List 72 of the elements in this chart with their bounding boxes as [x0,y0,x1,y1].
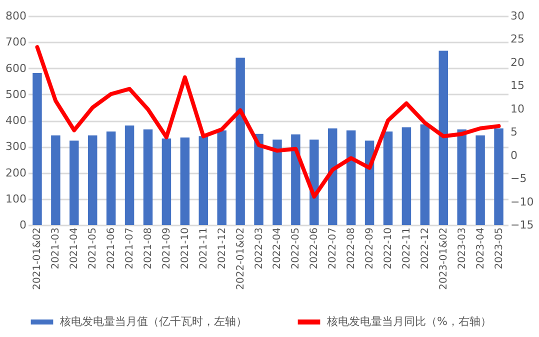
x-tick-label: 2021-03 [50,228,62,270]
bar [236,58,245,225]
x-tick-label: 2021-06 [106,228,118,270]
x-tick-label: 2021-05 [88,228,99,270]
x-tick-label: 2023-01&02 [438,228,450,290]
y-tick-label: 200 [6,166,26,180]
bar [438,50,448,225]
x-tick-label: 2023-05 [494,228,505,270]
y2-tick-label: 10 [510,102,524,116]
y-tick-label: 500 [6,88,26,101]
x-tick-label: 2021-04 [69,228,80,270]
x-tick-label: 2022-07 [328,228,339,270]
bar [346,130,356,225]
x-tick-label: 2021-01&02 [32,228,44,290]
x-tick-label: 2022-10 [383,228,394,270]
bar [494,128,504,225]
legend-label: 核电发电量当月同比（%，右轴） [326,315,492,328]
x-tick-label: 2022-03 [254,228,265,270]
y2-tick-label: 25 [510,32,524,46]
x-tick-label: 2022-06 [309,228,320,270]
y-tick-label: 600 [6,62,26,75]
bar [32,72,42,225]
y-tick-label: 0 [20,218,26,232]
bar [457,129,466,225]
x-tick-label: 2022-04 [272,228,284,270]
x-tick-label: 2022-12 [420,228,431,270]
x-tick-label: 2021-12 [216,228,228,270]
bar [217,130,226,225]
y2-tick-label: 5 [510,126,518,139]
x-tick-label: 2021-09 [161,228,172,270]
bar [328,128,338,225]
y2-tick-label: −15 [510,218,534,232]
bar [402,127,412,225]
bar [198,136,208,225]
bar [51,135,60,225]
y2-tick-label: 20 [510,56,524,69]
bar [143,129,153,225]
bar [106,131,116,225]
y-tick-label: 800 [6,10,26,22]
x-tick-label: 2022-05 [290,228,302,270]
x-tick-label: 2021-07 [124,228,136,270]
bar [476,135,485,225]
x-tick-label: 2022-01&02 [235,228,246,290]
bar [272,140,282,225]
x-tick-label: 2023-04 [475,228,486,270]
x-tick-label: 2021-11 [198,228,210,270]
y-tick-label: 300 [6,140,26,154]
y-tick-label: 700 [6,36,26,49]
bar [420,124,430,225]
bar [70,140,79,225]
bar [180,137,190,225]
y2-tick-label: −5 [510,172,527,186]
x-tick-label: 2021-10 [180,228,191,270]
x-tick-label: 2022-11 [401,228,412,270]
bar [383,131,393,225]
x-tick-label: 2022-09 [364,228,376,270]
y2-tick-label: 0 [510,148,518,162]
bar [124,125,134,225]
x-tick-label: 2022-08 [346,228,358,270]
y2-tick-label: −10 [510,195,534,208]
bar [254,134,264,225]
bar [88,135,98,225]
bar [162,138,172,225]
y2-tick-label: 15 [510,79,524,92]
x-tick-label: 2021-08 [143,228,154,270]
y-tick-label: 400 [6,114,26,127]
bar [291,134,300,225]
x-tick-label: 2023-03 [456,228,468,270]
line-series [35,45,501,199]
y2-tick-label: 30 [510,10,524,22]
legend-label: 核电发电量当月值（亿千瓦时，左轴） [59,315,247,328]
y-tick-label: 100 [6,192,26,206]
